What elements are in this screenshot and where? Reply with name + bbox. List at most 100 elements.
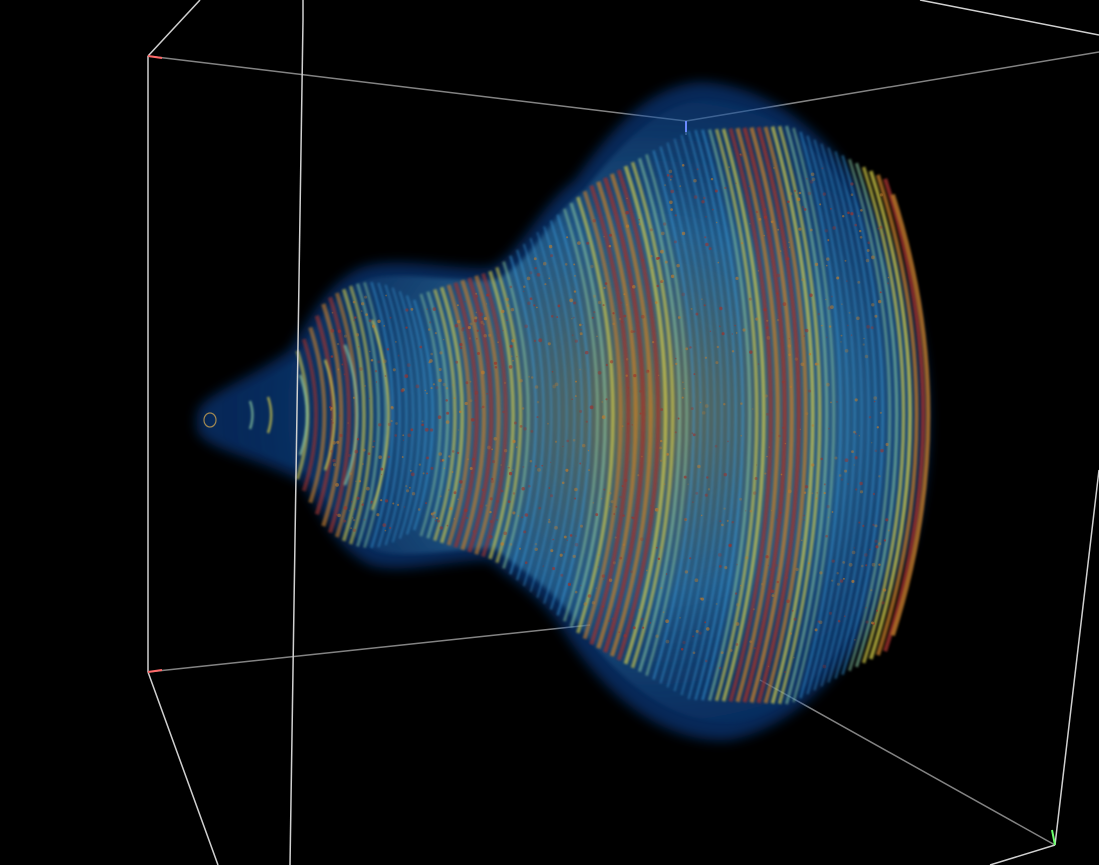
volume-speckle xyxy=(691,432,693,434)
volume-speckle xyxy=(771,432,773,434)
volume-ring xyxy=(328,296,352,534)
volume-speckle xyxy=(446,524,449,527)
volume-speckle xyxy=(735,276,739,281)
volume-speckle xyxy=(704,404,709,408)
volume-ring xyxy=(841,154,885,676)
volume-speckle xyxy=(871,303,875,307)
volume-speckle xyxy=(704,659,708,663)
volume-speckle xyxy=(573,263,576,266)
volume-speckle xyxy=(668,169,673,174)
volume-speckle xyxy=(335,483,339,487)
volume-speckle xyxy=(523,427,527,431)
volume-speckle xyxy=(786,257,790,261)
volume-speckle xyxy=(801,539,803,542)
volume-speckle xyxy=(580,585,582,587)
volume-speckle xyxy=(480,407,482,409)
volume-speckle xyxy=(472,423,475,425)
volume-speckle xyxy=(389,316,392,319)
volume-speckle xyxy=(851,550,856,555)
volume-speckle xyxy=(392,368,396,372)
volume-speckle xyxy=(363,518,366,521)
volume-speckle xyxy=(879,193,883,197)
volume-speckle xyxy=(739,153,743,157)
volume-speckle xyxy=(752,491,757,495)
volume-speckle xyxy=(855,488,858,491)
volume-speckle xyxy=(735,622,740,626)
volume-speckle xyxy=(618,317,622,321)
volume-speckle xyxy=(731,350,735,353)
volume-speckle xyxy=(442,338,445,341)
volume-speckle xyxy=(330,328,335,333)
volume-speckle xyxy=(455,360,459,364)
volume-speckle xyxy=(521,487,525,491)
volume-speckle xyxy=(848,311,851,314)
volume-speckle xyxy=(831,579,834,582)
volume-speckle xyxy=(469,322,473,326)
volume-speckle xyxy=(685,347,689,351)
volume-speckle xyxy=(493,437,498,441)
volume-speckle xyxy=(526,276,531,281)
volume-speckle xyxy=(336,342,340,346)
volume-speckle xyxy=(865,606,867,609)
volume-speckle xyxy=(693,195,698,199)
volume-speckle xyxy=(781,380,785,384)
volume-speckle xyxy=(343,334,347,338)
volume-speckle xyxy=(850,182,854,186)
volume-speckle xyxy=(694,578,699,583)
volume-speckle xyxy=(877,228,879,230)
volume-speckle xyxy=(763,234,765,237)
volume-speckle xyxy=(343,519,347,523)
volume-speckle xyxy=(574,339,578,343)
volume-speckle xyxy=(639,390,642,393)
volume-speckle xyxy=(876,609,878,612)
volume-ring xyxy=(742,127,787,703)
volume-speckle xyxy=(847,211,850,215)
volume-speckle xyxy=(786,599,790,604)
volume-speckle xyxy=(615,505,618,508)
volume-speckle xyxy=(838,474,842,477)
volume-speckle xyxy=(550,315,554,318)
volume-speckle xyxy=(355,480,357,483)
volume-speckle xyxy=(845,280,848,283)
volume-speckle xyxy=(788,246,791,248)
volume-speckle xyxy=(502,410,505,414)
volume-speckle xyxy=(552,538,555,541)
volume-speckle xyxy=(811,424,815,427)
volume-speckle xyxy=(709,330,712,333)
volume-speckle xyxy=(819,203,822,206)
volume-speckle xyxy=(469,380,472,383)
volume-ring xyxy=(854,162,899,668)
volume-speckle xyxy=(674,214,677,217)
volume-speckle xyxy=(375,381,378,383)
volume-speckle xyxy=(411,492,416,496)
volume-speckle xyxy=(851,450,854,454)
volume-speckle xyxy=(378,455,383,460)
volume-speckle xyxy=(860,208,863,212)
volume-speckle xyxy=(865,564,868,567)
volume-speckle xyxy=(836,582,840,586)
volume-speckle xyxy=(536,416,539,419)
volume-speckle xyxy=(486,392,488,395)
volume-ring xyxy=(637,157,682,673)
volume-speckle xyxy=(673,240,677,244)
volume-speckle xyxy=(406,363,411,367)
volume-speckle xyxy=(512,469,514,471)
volume-speckle xyxy=(665,573,668,575)
volume-ring xyxy=(495,266,523,564)
volume-ring xyxy=(596,181,638,649)
volume-speckle xyxy=(453,397,456,400)
volume-speckle xyxy=(657,557,661,561)
volume-speckle xyxy=(360,302,365,306)
axis-tick-marks xyxy=(147,55,1056,846)
volume-speckle xyxy=(704,356,708,359)
volume-speckle xyxy=(654,301,658,304)
volume-speckle xyxy=(799,428,801,431)
volume-speckle xyxy=(854,223,857,227)
volume-ring xyxy=(343,344,359,486)
bounding-box-front xyxy=(147,0,1099,865)
volume-speckle xyxy=(354,508,356,510)
volume-speckle xyxy=(863,337,865,340)
volume-speckle xyxy=(383,325,385,327)
